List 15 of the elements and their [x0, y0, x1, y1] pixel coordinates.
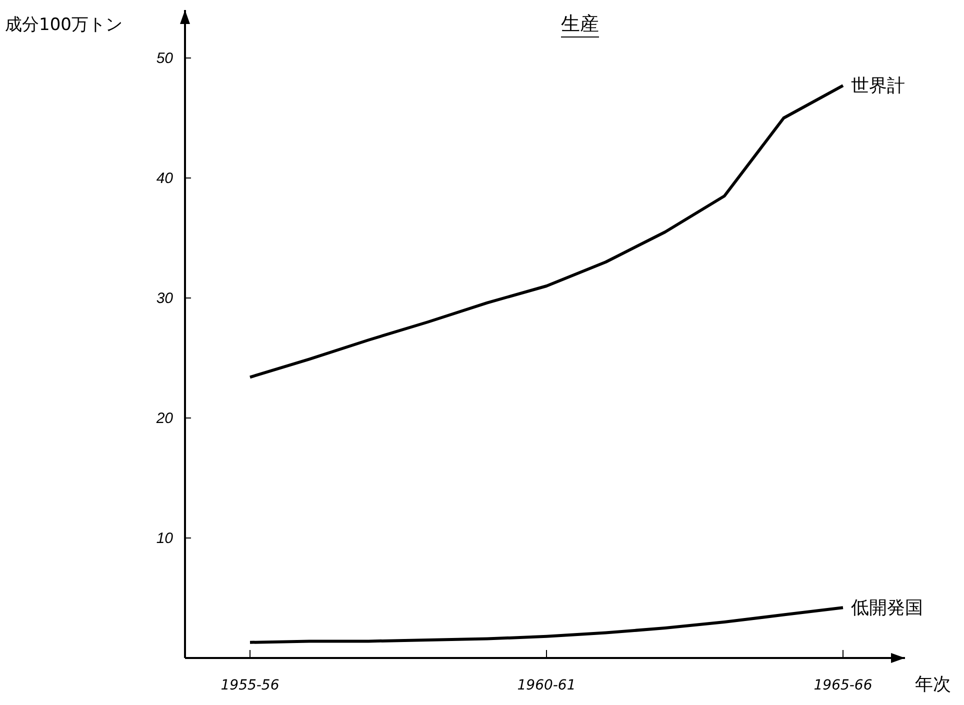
y-axis-title: 成分100万トン	[5, 15, 122, 35]
y-tick-label: 50	[156, 50, 174, 67]
series-label: 低開発国	[851, 598, 923, 619]
x-tick-label: 1960-61	[517, 677, 576, 694]
y-tick-label: 10	[156, 530, 174, 547]
line-series	[248, 606, 844, 644]
x-axis-title: 年次	[915, 674, 951, 695]
y-tick-label: 20	[155, 410, 174, 427]
x-tick-label: 1965-66	[814, 677, 872, 694]
series-label: 世界計	[851, 76, 905, 97]
x-tick-label: 1955-56	[220, 677, 280, 694]
chart-title: 生産	[561, 13, 599, 35]
y-tick-label: 30	[156, 290, 174, 307]
y-tick-label: 40	[156, 170, 174, 187]
line-series	[248, 84, 844, 379]
